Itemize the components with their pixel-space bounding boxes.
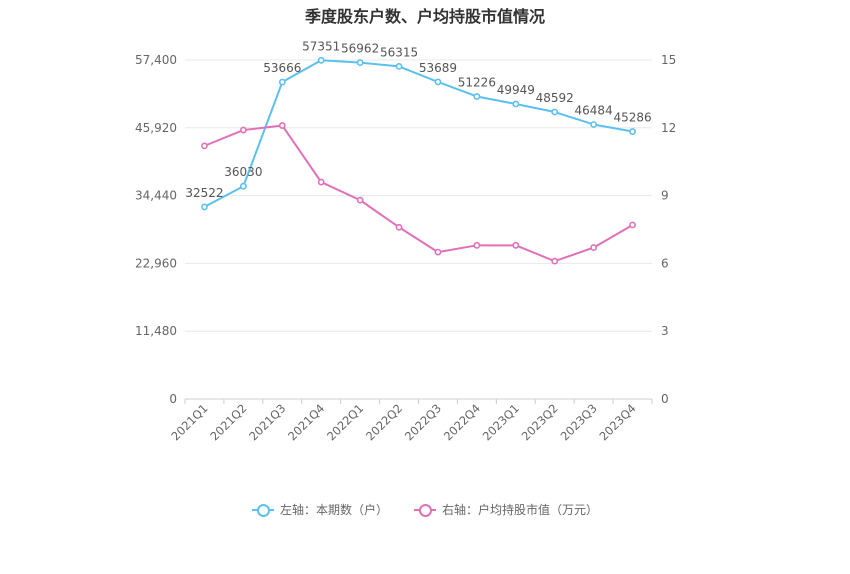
data-label: 57351 [302,39,340,53]
y-right-tick-label: 15 [661,53,676,67]
x-tick-label: 2021Q2 [207,401,249,443]
chart-title: 季度股东户数、户均持股市值情况 [304,7,545,26]
data-point [473,93,481,100]
legend-item-market-value[interactable]: 右轴：户均持股市值（万元） [414,501,598,518]
y-right-tick-label: 9 [661,189,669,203]
data-point [239,126,247,134]
y-left-tick-label: 34,440 [135,189,177,203]
legend-swatch-households [251,503,274,517]
data-label: 45286 [613,111,651,125]
data-point [629,221,636,229]
y-right-tick-label: 0 [661,392,669,406]
data-label: 56315 [380,45,418,59]
data-point [356,59,364,66]
data-label: 36030 [224,165,262,179]
y-right-tick-label: 12 [661,121,676,135]
data-point [434,248,442,256]
legend-label-households: 左轴：本期数（户） [279,503,388,517]
data-label: 53689 [419,61,457,75]
data-point [201,203,208,211]
data-point [590,121,598,128]
x-tick-label: 2021Q4 [285,401,327,443]
data-point [317,56,325,64]
data-point [278,78,286,86]
data-label: 32522 [185,186,223,200]
legend: 左轴：本期数（户） 右轴：户均持股市值（万元） [0,501,850,518]
data-point [317,178,325,186]
x-tick-label: 2022Q4 [441,401,483,443]
data-point [278,122,286,129]
data-point [473,241,481,249]
data-point [512,100,520,108]
series-line-households [203,59,633,208]
x-tick-label: 2023Q1 [480,401,522,443]
data-point [201,142,208,150]
x-tick-label: 2021Q1 [168,401,210,443]
data-point [590,244,598,251]
data-point [551,108,559,116]
y-left-tick-label: 57,400 [135,53,177,67]
data-label: 51226 [458,75,496,89]
data-point [395,223,403,231]
data-label: 53666 [263,61,301,75]
data-point [395,63,403,70]
data-point [512,241,520,249]
x-tick-label: 2022Q1 [324,401,366,443]
x-tick-label: 2023Q4 [596,401,638,443]
data-point [239,182,247,190]
y-left-tick-label: 0 [169,392,177,406]
data-label: 48592 [536,91,574,105]
data-point [356,196,364,204]
x-tick-label: 2021Q3 [246,401,288,443]
data-label: 46484 [575,103,613,117]
data-label: 49949 [497,83,535,97]
y-left-tick-label: 45,920 [135,121,177,135]
legend-label-market-value: 右轴：户均持股市值（万元） [442,503,599,517]
legend-item-households[interactable]: 左轴：本期数（户） [251,501,388,518]
data-point [551,257,559,265]
x-tick-label: 2023Q3 [558,401,600,443]
y-left-tick-label: 22,960 [135,256,177,270]
series-line-market-value [204,124,634,263]
y-right-tick-label: 3 [661,324,669,338]
y-left-tick-label: 11,480 [135,324,177,338]
y-right-tick-label: 6 [661,256,669,270]
legend-swatch-market-value [414,503,436,517]
data-label: 56962 [341,42,379,56]
data-point [629,128,636,135]
x-tick-label: 2022Q3 [402,401,444,443]
x-tick-label: 2022Q2 [363,401,405,443]
data-point [434,78,442,86]
x-tick-label: 2023Q2 [519,401,561,443]
